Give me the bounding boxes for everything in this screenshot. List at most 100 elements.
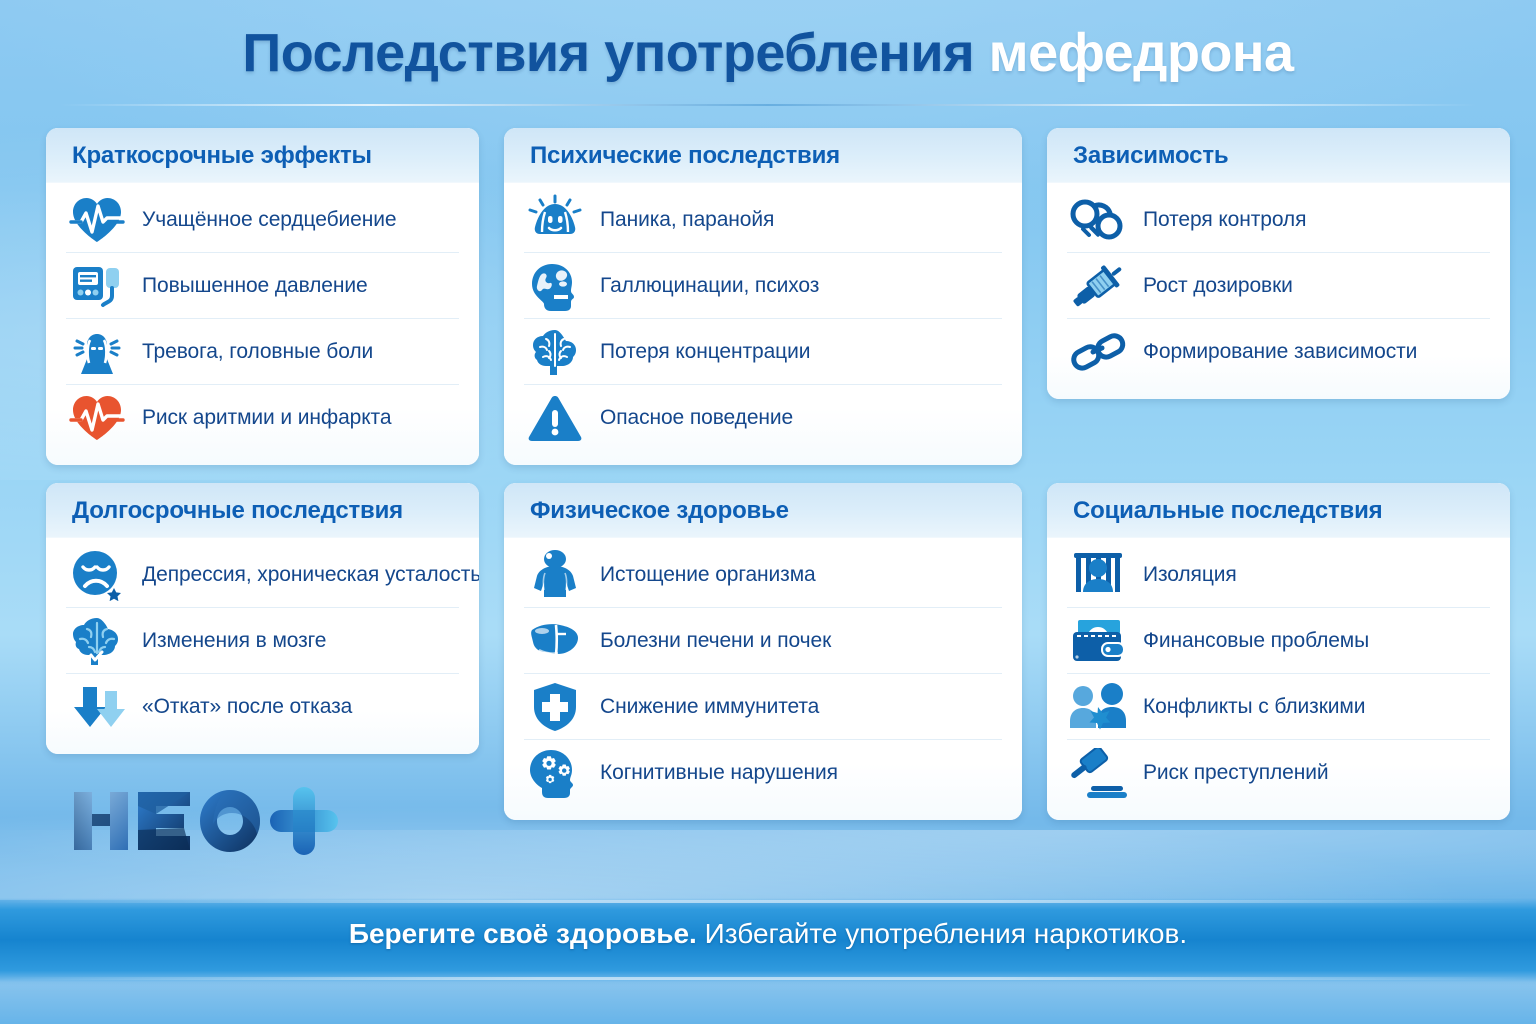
list-item[interactable]: «Откат» после отказа [66, 674, 459, 740]
title-divider [58, 104, 1478, 106]
card: Физическое здоровье Истощение организма … [504, 483, 1022, 820]
page-title: Последствия употребления мефедрона [0, 22, 1536, 84]
card-header: Краткосрочные эффекты [46, 128, 479, 183]
list-item[interactable]: Паника, паранойя [524, 187, 1002, 253]
list-item[interactable]: Снижение иммунитета [524, 674, 1002, 740]
card-header: Долгосрочные последствия [46, 483, 479, 538]
card-header: Зависимость [1047, 128, 1510, 183]
sad-face-icon [66, 546, 128, 604]
list-item-label: Потеря контроля [1143, 207, 1307, 231]
list-item-label: Снижение иммунитета [600, 694, 820, 718]
card-body: Паника, паранойя Галлюцинации, психоз По… [504, 183, 1022, 465]
list-item-label: Тревога, головные боли [142, 339, 374, 363]
list-item[interactable]: Риск преступлений [1067, 740, 1490, 806]
footer-message: Берегите своё здоровье. Избегайте употре… [0, 918, 1536, 950]
card-header: Физическое здоровье [504, 483, 1022, 538]
footer-bold-text: Берегите своё здоровье. [348, 918, 697, 949]
list-item[interactable]: Когнитивные нарушения [524, 740, 1002, 806]
footer-normal-text: Избегайте употребления наркотиков. [704, 918, 1188, 949]
list-item-label: Когнитивные нарушения [600, 761, 838, 784]
list-item[interactable]: Финансовые проблемы [1067, 608, 1490, 674]
card: Социальные последствия Изоляция Финансов… [1047, 483, 1510, 820]
handcuffs-icon [1067, 191, 1129, 249]
list-item[interactable]: Изменения в мозге [66, 608, 459, 674]
card-body: Учащённое сердцебиение Повышенное давлен… [46, 183, 479, 465]
card-body: Депрессия, хроническая усталость Изменен… [46, 538, 479, 754]
card-title: Краткосрочные эффекты [72, 142, 372, 169]
wallet-icon [1067, 612, 1129, 670]
page-title-part2: мефедрона [988, 23, 1294, 83]
neo-plus-logo [66, 786, 346, 856]
card: Психические последствия Паника, паранойя… [504, 128, 1022, 465]
thin-person-icon [524, 546, 586, 604]
list-item-label: «Откат» после отказа [142, 695, 353, 718]
card-title: Долгосрочные последствия [72, 497, 403, 524]
card-header: Социальные последствия [1047, 483, 1510, 538]
card: Краткосрочные эффекты Учащённое сердцеби… [46, 128, 479, 465]
card-body: Истощение организма Болезни печени и поч… [504, 538, 1022, 820]
list-item-label: Изоляция [1143, 562, 1237, 586]
card-header: Психические последствия [504, 128, 1022, 183]
list-item[interactable]: Учащённое сердцебиение [66, 187, 459, 253]
list-item-label: Депрессия, хроническая усталость [142, 562, 479, 586]
list-item[interactable]: Риск аритмии и инфаркта [66, 385, 459, 451]
list-item-label: Болезни печени и почек [600, 628, 832, 652]
panic-face-icon [524, 191, 586, 249]
list-item[interactable]: Депрессия, хроническая усталость [66, 542, 479, 608]
page-title-part1: Последствия употребления [242, 23, 975, 83]
headache-person-icon [66, 323, 128, 381]
red-heart-pulse-icon [66, 389, 128, 447]
list-item[interactable]: Болезни печени и почек [524, 608, 1002, 674]
list-item[interactable]: Формирование зависимости [1067, 319, 1490, 385]
list-item-label: Паника, паранойя [600, 207, 775, 231]
prison-bars-person-icon [1067, 546, 1129, 604]
list-item-label: Риск аритмии и инфаркта [142, 406, 392, 429]
people-conflict-icon [1067, 678, 1129, 736]
list-item[interactable]: Истощение организма [524, 542, 1002, 608]
gavel-icon [1067, 744, 1129, 802]
cards-grid: Краткосрочные эффекты Учащённое сердцеби… [46, 128, 1510, 820]
list-item-label: Рост дозировки [1143, 273, 1293, 297]
list-item-label: Риск преступлений [1143, 761, 1329, 784]
list-item-label: Финансовые проблемы [1143, 628, 1370, 652]
list-item[interactable]: Потеря концентрации [524, 319, 1002, 385]
card-body: Потеря контроля Рост дозировки Формирова… [1047, 183, 1510, 399]
brain-change-icon [66, 612, 128, 670]
list-item-label: Учащённое сердцебиение [142, 207, 397, 231]
list-item[interactable]: Тревога, головные боли [66, 319, 459, 385]
card-body: Изоляция Финансовые проблемы Конфликты с… [1047, 538, 1510, 820]
heart-pulse-icon [66, 191, 128, 249]
card-title: Социальные последствия [1073, 497, 1383, 524]
list-item[interactable]: Конфликты с близкими [1067, 674, 1490, 740]
list-item[interactable]: Галлюцинации, психоз [524, 253, 1002, 319]
list-item-label: Повышенное давление [142, 273, 368, 297]
list-item-label: Опасное поведение [600, 406, 794, 429]
down-arrows-icon [66, 678, 128, 736]
card: Зависимость Потеря контроля Рост дозиров… [1047, 128, 1510, 399]
card-title: Физическое здоровье [530, 497, 789, 524]
list-item[interactable]: Изоляция [1067, 542, 1490, 608]
chain-link-icon [1067, 323, 1129, 381]
head-gears-icon [524, 744, 586, 802]
list-item-label: Истощение организма [600, 562, 816, 586]
shield-cross-icon [524, 678, 586, 736]
list-item-label: Потеря концентрации [600, 339, 811, 363]
list-item[interactable]: Рост дозировки [1067, 253, 1490, 319]
list-item[interactable]: Потеря контроля [1067, 187, 1490, 253]
list-item-label: Формирование зависимости [1143, 340, 1418, 363]
footer-band [0, 898, 1536, 982]
list-item-label: Изменения в мозге [142, 628, 327, 652]
brain-icon [524, 323, 586, 381]
head-hallucination-icon [524, 257, 586, 315]
list-item[interactable]: Повышенное давление [66, 253, 459, 319]
liver-icon [524, 612, 586, 670]
syringe-icon [1067, 257, 1129, 315]
list-item-label: Конфликты с близкими [1143, 694, 1366, 718]
card: Долгосрочные последствия Депрессия, хрон… [46, 483, 479, 754]
blood-pressure-monitor-icon [66, 257, 128, 315]
list-item-label: Галлюцинации, психоз [600, 273, 820, 297]
card-title: Психические последствия [530, 142, 840, 169]
list-item[interactable]: Опасное поведение [524, 385, 1002, 451]
warning-triangle-icon [524, 389, 586, 447]
card-title: Зависимость [1073, 142, 1229, 169]
